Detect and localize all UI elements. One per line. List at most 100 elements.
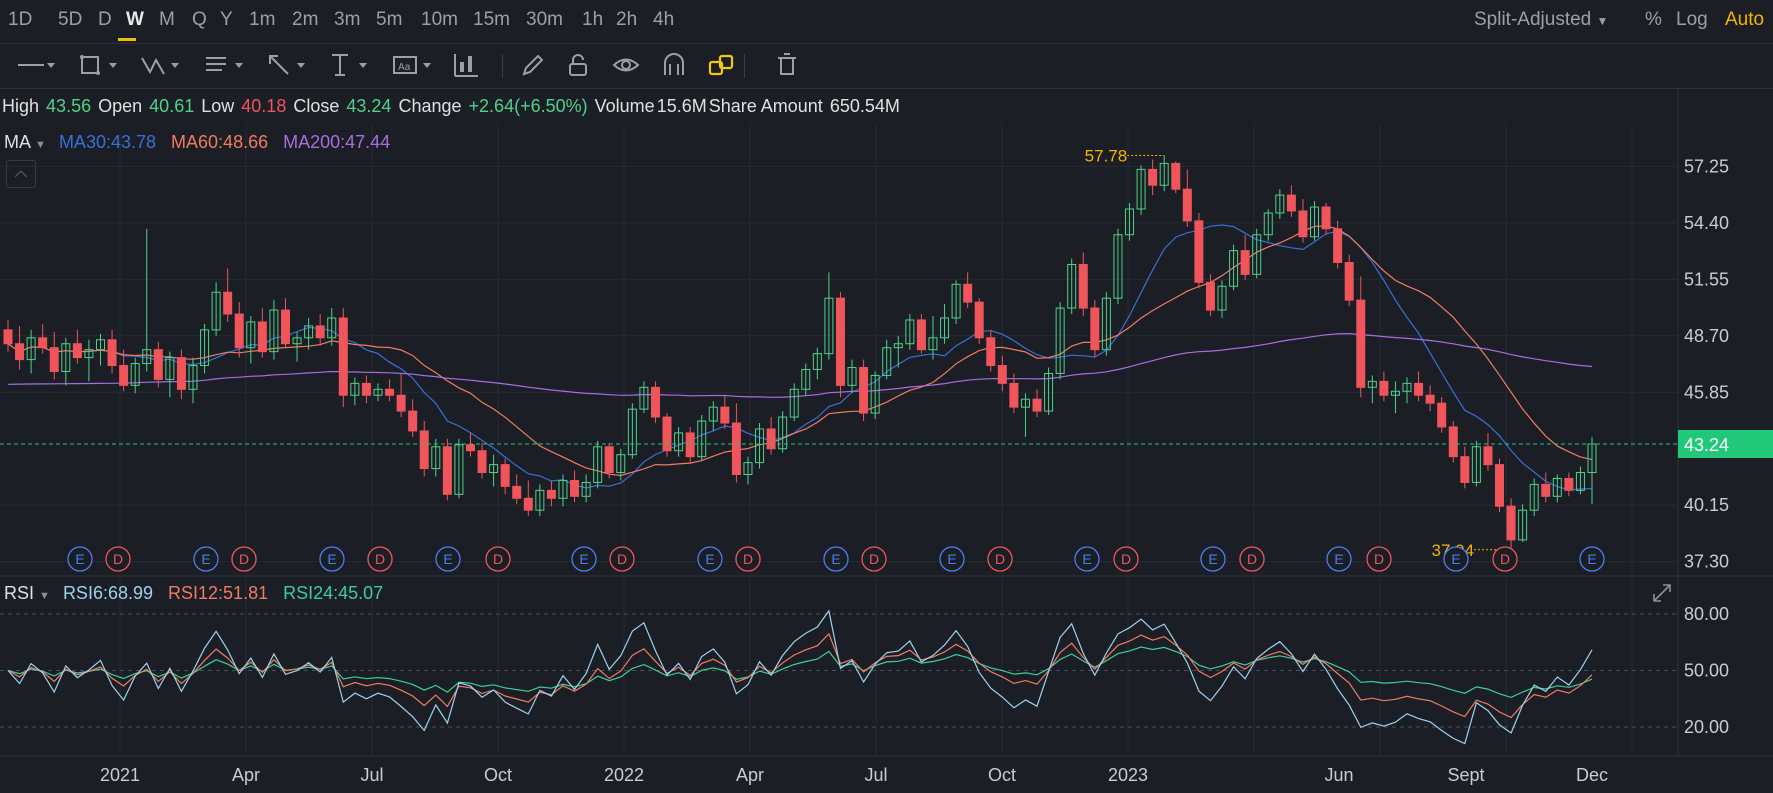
measure-tool-button[interactable] — [326, 50, 368, 80]
candle-body — [1390, 390, 1400, 396]
ma-indicator-select[interactable]: MA ▼ — [4, 132, 54, 152]
candle-body — [812, 353, 822, 370]
timeframe-5m[interactable]: 5m — [376, 9, 403, 30]
candle-body — [176, 357, 186, 390]
timeframe-4h[interactable]: 4h — [653, 9, 675, 30]
link-button[interactable] — [706, 50, 738, 80]
candle-body — [1552, 477, 1562, 497]
close-label: Close — [293, 96, 340, 116]
event-marker-label: E — [579, 551, 588, 567]
pencil-button[interactable] — [518, 50, 550, 80]
candle-body — [1020, 398, 1030, 408]
magnet-button[interactable] — [659, 50, 691, 80]
candle-body — [1448, 426, 1458, 458]
rsi24-value: RSI24:45.07 — [283, 583, 384, 603]
rsi-indicator-select[interactable]: RSI ▼ — [4, 583, 58, 603]
event-marker-label: D — [113, 551, 123, 567]
candle-body — [130, 363, 140, 386]
timeframe-m[interactable]: M — [159, 9, 175, 30]
x-tick-label: Sept — [1447, 765, 1484, 785]
timeframe-1h[interactable]: 1h — [582, 9, 604, 30]
lock-button[interactable] — [563, 50, 595, 80]
auto-scale-button[interactable]: Auto — [1725, 9, 1765, 30]
timeframe-15m[interactable]: 15m — [473, 9, 510, 30]
timeframe-1m[interactable]: 1m — [249, 9, 276, 30]
candle-body — [1263, 212, 1273, 236]
candle-body — [893, 343, 903, 349]
chevron-down-icon — [297, 63, 305, 68]
timeframe-d[interactable]: D — [98, 9, 112, 30]
candle-body — [1078, 263, 1088, 309]
event-marker-d — [231, 546, 257, 572]
candle-body — [280, 309, 290, 345]
amount-value: 650.54M — [829, 96, 900, 116]
candle-body — [870, 374, 880, 414]
candle-body — [142, 349, 152, 365]
event-marker-label: D — [1500, 551, 1510, 567]
chevron-down-icon — [235, 63, 243, 68]
bar-chart-button[interactable] — [450, 50, 482, 80]
x-tick-label: Oct — [484, 765, 512, 785]
trash-button[interactable] — [772, 50, 804, 80]
event-marker-label: E — [831, 551, 840, 567]
candle-body — [1205, 281, 1215, 311]
timeframe-1d[interactable]: 1D — [8, 9, 33, 30]
timeframe-w[interactable]: W — [126, 9, 144, 30]
candle-body — [431, 446, 441, 470]
candle-body — [951, 283, 961, 319]
timeframe-30m[interactable]: 30m — [526, 9, 563, 30]
candle-body — [1541, 483, 1551, 497]
toolbar-separator — [502, 54, 503, 78]
event-marker-label: E — [1082, 551, 1091, 567]
candle-body — [454, 444, 464, 495]
ma30-line — [7, 224, 1593, 491]
bar-chart-icon — [454, 54, 478, 77]
arrow-tool-button[interactable] — [264, 50, 306, 80]
text-label-button[interactable]: Aa — [390, 50, 432, 80]
event-marker-label: D — [617, 551, 627, 567]
candle-body — [107, 339, 117, 367]
x-tick-label: 2021 — [100, 765, 140, 785]
eye-icon — [612, 58, 640, 72]
timeframe-2m[interactable]: 2m — [292, 9, 319, 30]
candle-body — [1044, 372, 1054, 412]
percent-scale-button[interactable]: % — [1645, 9, 1662, 30]
event-marker-label: E — [705, 551, 714, 567]
timeframe-10m[interactable]: 10m — [421, 9, 458, 30]
timeframe-3m[interactable]: 3m — [334, 9, 361, 30]
event-marker-label: D — [239, 551, 249, 567]
candle-body — [95, 339, 105, 351]
price-tick-label: 40.15 — [1684, 495, 1729, 515]
ma-legend: MA ▼ MA30:43.78 MA60:48.66 MA200:47.44 — [4, 132, 390, 153]
candle-body — [234, 313, 244, 349]
rectangle-tool-button[interactable] — [76, 50, 118, 80]
candle-body — [1032, 398, 1042, 412]
event-marker-e — [697, 546, 723, 572]
x-tick-label: Jul — [360, 765, 383, 785]
candle-body — [639, 386, 649, 410]
collapse-button[interactable] — [6, 160, 36, 188]
candle-body — [859, 367, 869, 414]
timeframe-5d[interactable]: 5D — [58, 9, 83, 30]
fib-tool-button[interactable] — [138, 50, 180, 80]
x-tick-label: 2022 — [604, 765, 644, 785]
chevron-down-icon: ▼ — [39, 590, 50, 602]
ohlc-info: High 43.56 Open 40.61 Low 40.18 Close 43… — [2, 96, 902, 117]
log-scale-button[interactable]: Log — [1676, 9, 1708, 30]
adjustment-select[interactable]: Split-Adjusted ▼ — [1474, 9, 1608, 31]
text-format-button[interactable] — [202, 50, 244, 80]
divider — [0, 43, 1773, 44]
expand-icon[interactable] — [1651, 582, 1673, 604]
candle-body — [1159, 162, 1169, 186]
timeframe-2h[interactable]: 2h — [616, 9, 638, 30]
eye-button[interactable] — [611, 50, 643, 80]
volume-value: 15.6M — [656, 96, 707, 116]
event-marker-label: E — [75, 551, 84, 567]
candle-body — [442, 446, 452, 495]
timeframe-q[interactable]: Q — [192, 9, 207, 30]
candle-body — [997, 365, 1007, 384]
candle-body — [1506, 505, 1516, 541]
timeframe-y[interactable]: Y — [220, 9, 233, 30]
line-tool-button[interactable] — [14, 50, 56, 80]
